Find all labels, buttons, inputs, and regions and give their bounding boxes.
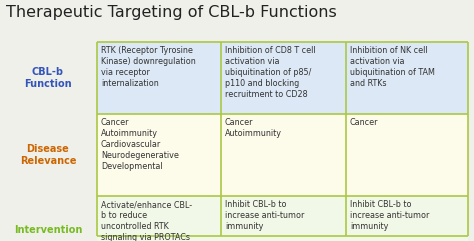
- Text: Intervention: Intervention: [14, 225, 82, 235]
- Text: Cancer
Autoimmunity
Cardiovascular
Neurodegenerative
Developmental: Cancer Autoimmunity Cardiovascular Neuro…: [101, 118, 179, 171]
- Bar: [346, 42, 468, 114]
- Text: Inhibit CBL-b to
increase anti-tumor
immunity: Inhibit CBL-b to increase anti-tumor imm…: [225, 200, 304, 231]
- Text: Cancer
Autoimmunity: Cancer Autoimmunity: [225, 118, 282, 138]
- Bar: [346, 114, 468, 196]
- Bar: [221, 196, 346, 241]
- Text: Inhibit CBL-b to
increase anti-tumor
immunity: Inhibit CBL-b to increase anti-tumor imm…: [350, 200, 429, 231]
- Text: Disease
Relevance: Disease Relevance: [20, 144, 76, 166]
- Text: CBL-b
Function: CBL-b Function: [24, 67, 72, 89]
- Bar: [97, 42, 221, 114]
- Text: Activate/enhance CBL-
b to reduce
uncontrolled RTK
signaling via PROTACs: Activate/enhance CBL- b to reduce uncont…: [101, 200, 192, 241]
- Text: Cancer: Cancer: [350, 118, 379, 127]
- Bar: [221, 42, 346, 114]
- Bar: [346, 196, 468, 241]
- Bar: [221, 114, 346, 196]
- Text: RTK (Receptor Tyrosine
Kinase) downregulation
via receptor
internalization: RTK (Receptor Tyrosine Kinase) downregul…: [101, 46, 196, 88]
- Text: Inhibition of CD8 T cell
activation via
ubiquitination of p85/
p110 and blocking: Inhibition of CD8 T cell activation via …: [225, 46, 316, 99]
- Text: Inhibition of NK cell
activation via
ubiquitination of TAM
and RTKs: Inhibition of NK cell activation via ubi…: [350, 46, 435, 88]
- Bar: [97, 196, 221, 241]
- Bar: [97, 114, 221, 196]
- Text: Therapeutic Targeting of CBL-b Functions: Therapeutic Targeting of CBL-b Functions: [6, 5, 337, 20]
